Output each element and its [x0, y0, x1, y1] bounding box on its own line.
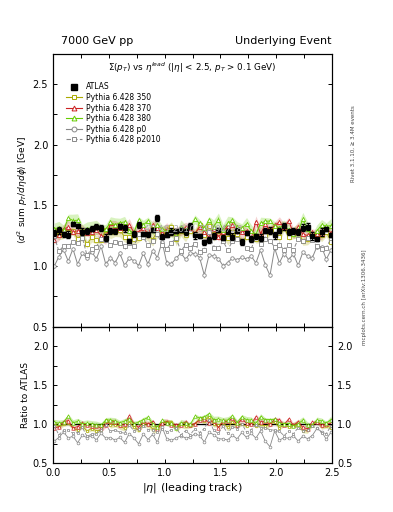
Text: 7000 GeV pp: 7000 GeV pp [61, 36, 133, 46]
Text: Rivet 3.1.10, ≥ 3.4M events: Rivet 3.1.10, ≥ 3.4M events [351, 105, 356, 182]
Text: $\Sigma(p_T)$ vs $\eta^{lead}$ ($|\eta|$ < 2.5, $p_T$ > 0.1 GeV): $\Sigma(p_T)$ vs $\eta^{lead}$ ($|\eta|$… [108, 60, 277, 75]
X-axis label: $|\eta|$ (leading track): $|\eta|$ (leading track) [142, 481, 243, 495]
Legend: ATLAS, Pythia 6.428 350, Pythia 6.428 370, Pythia 6.428 380, Pythia 6.428 p0, Py: ATLAS, Pythia 6.428 350, Pythia 6.428 37… [62, 79, 164, 147]
Y-axis label: $\langle d^2$ sum $p_T/d\eta d\phi\rangle$ [GeV]: $\langle d^2$ sum $p_T/d\eta d\phi\rangl… [15, 136, 30, 244]
Text: Underlying Event: Underlying Event [235, 36, 331, 46]
Text: ATLAS_2010_S8894728: ATLAS_2010_S8894728 [143, 224, 242, 233]
Y-axis label: Ratio to ATLAS: Ratio to ATLAS [21, 362, 30, 428]
Text: mcplots.cern.ch [arXiv:1306.3436]: mcplots.cern.ch [arXiv:1306.3436] [362, 249, 367, 345]
